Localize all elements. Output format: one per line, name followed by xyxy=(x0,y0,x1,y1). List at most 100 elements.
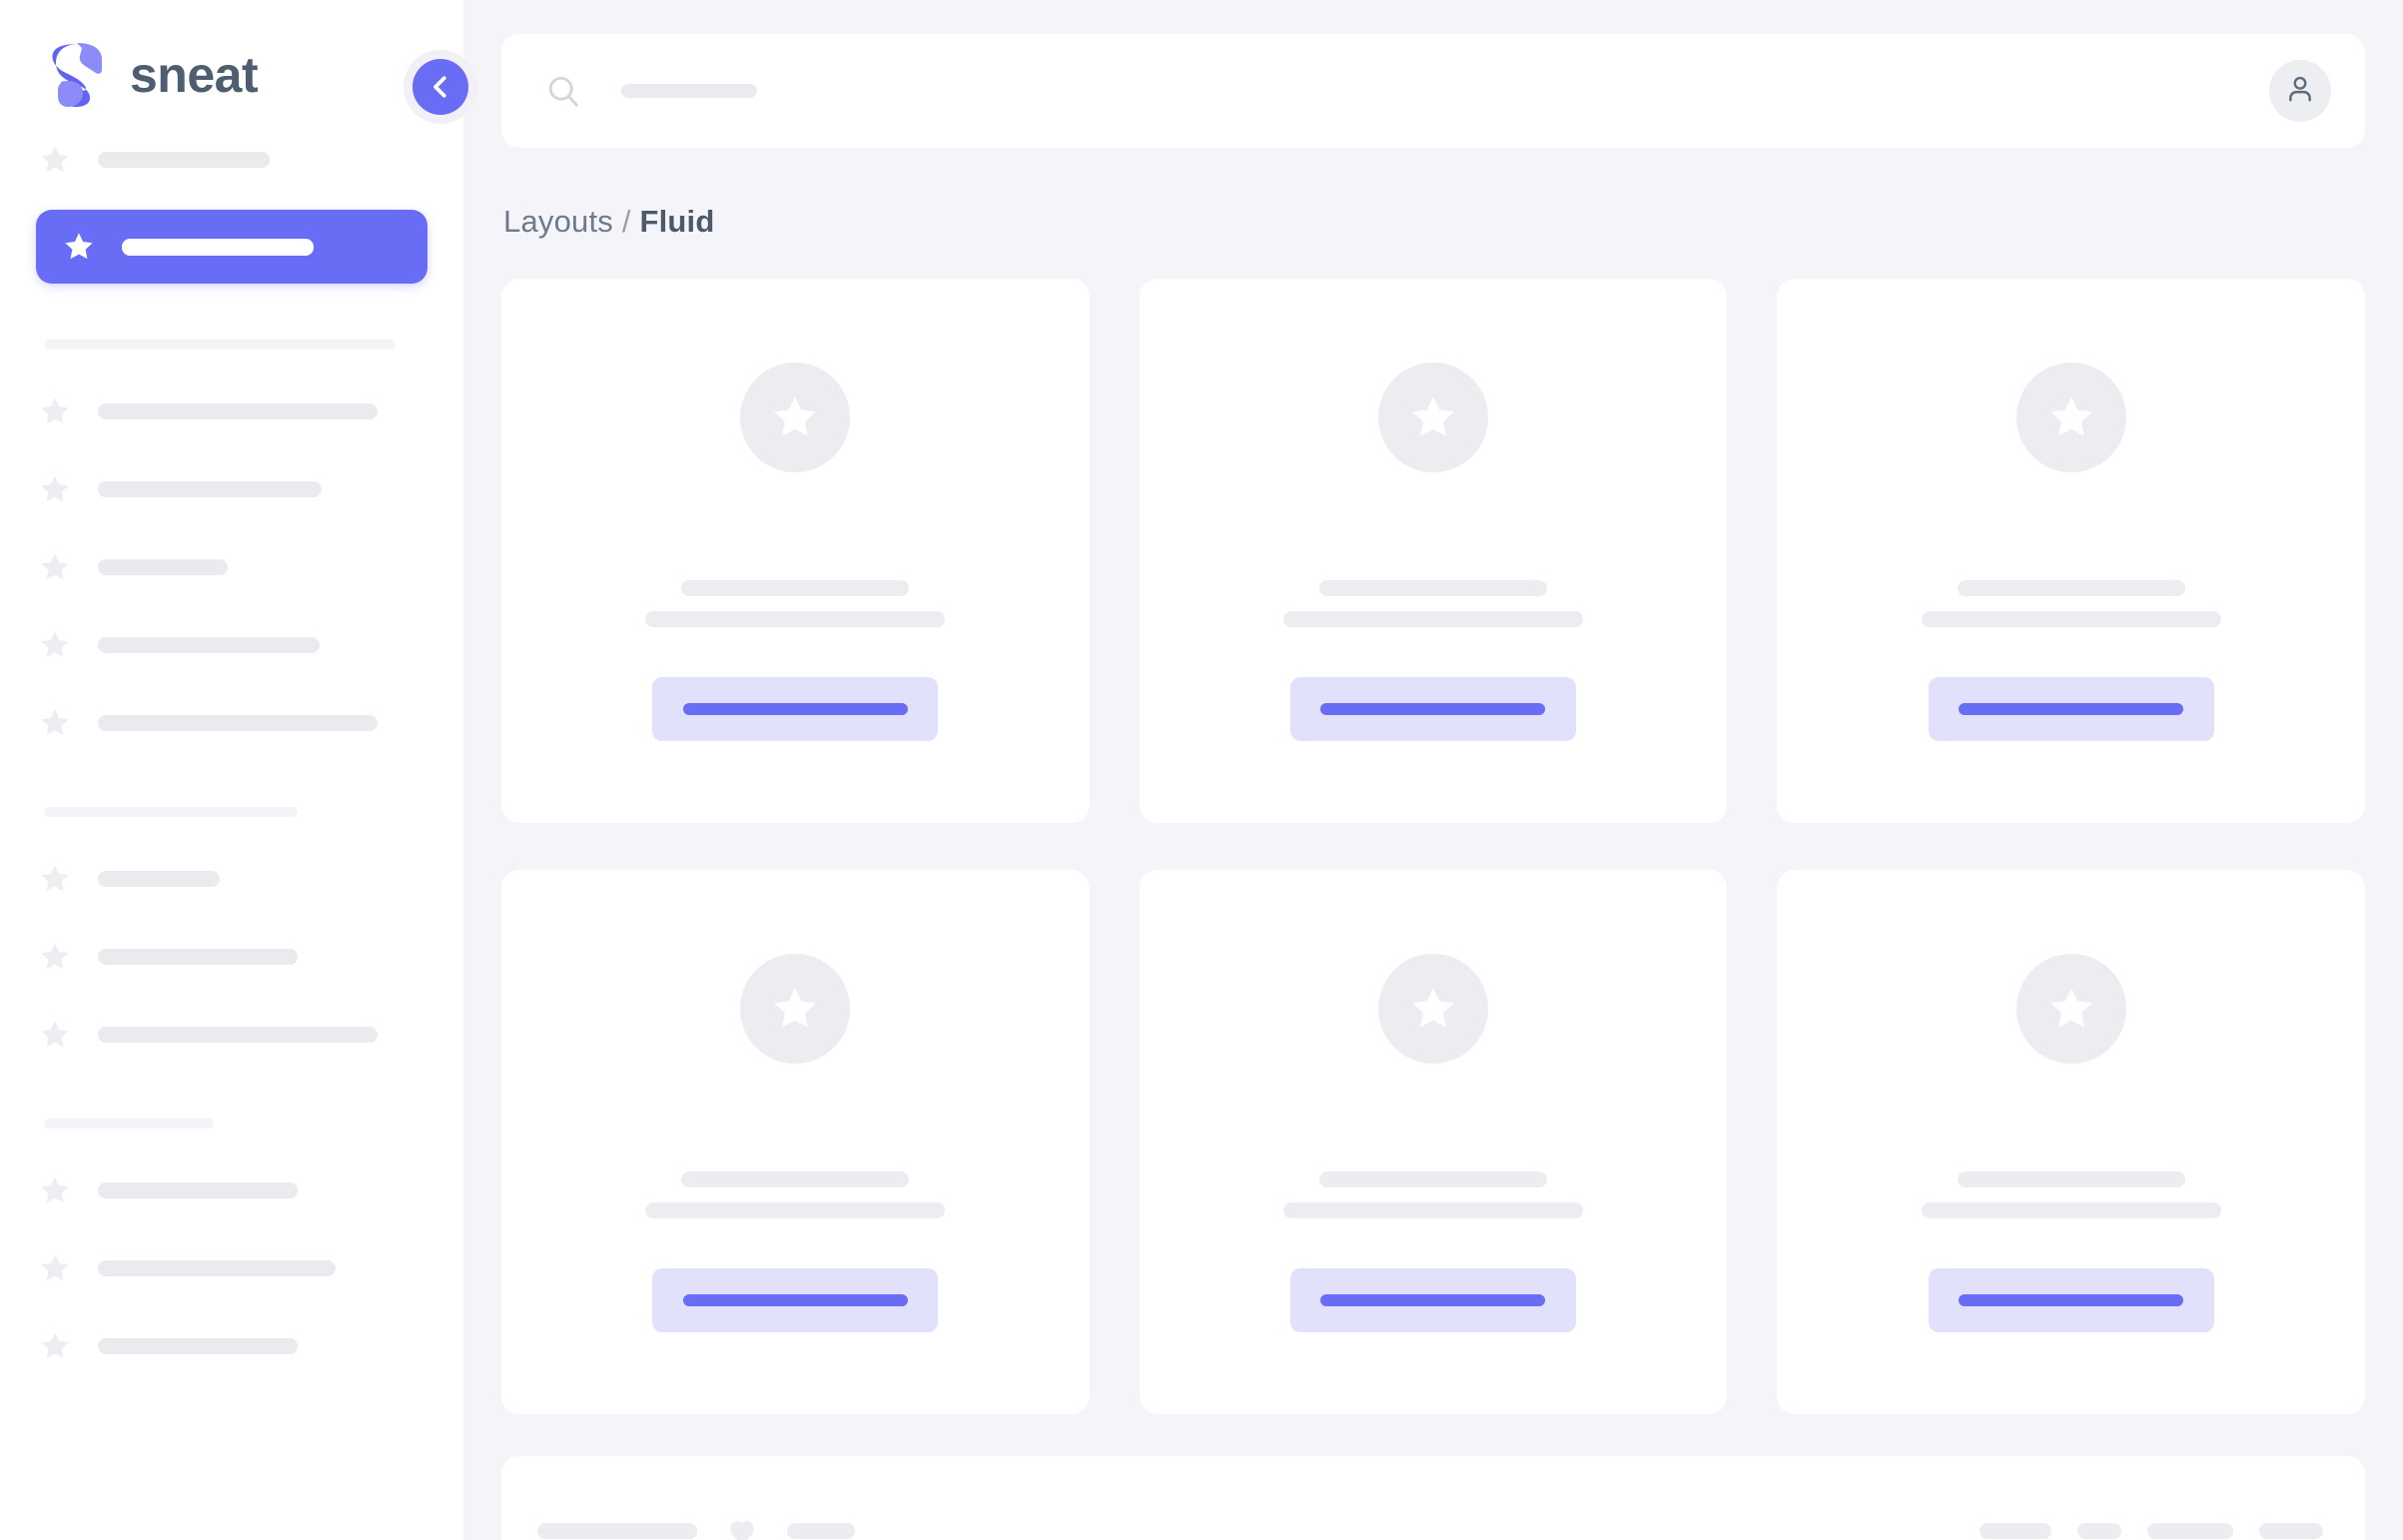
card-action-button[interactable] xyxy=(1928,1268,2214,1332)
footer-link[interactable] xyxy=(1980,1523,2051,1539)
sidebar-item-label xyxy=(98,481,322,497)
spacer xyxy=(0,1374,463,1396)
sidebar-item-0-1[interactable] xyxy=(36,210,427,284)
search-bar[interactable] xyxy=(545,73,2269,109)
sidebar-item-label xyxy=(98,1182,298,1198)
footer-links xyxy=(1980,1523,2323,1539)
sidebar-item-label xyxy=(98,1027,378,1043)
card-avatar xyxy=(740,954,851,1064)
sidebar-divider xyxy=(44,340,396,350)
breadcrumb: Layouts / Fluid xyxy=(503,206,2403,237)
card-subtitle xyxy=(645,611,946,627)
spacer xyxy=(0,985,463,1007)
star-icon xyxy=(38,550,72,584)
card-avatar xyxy=(2015,363,2126,472)
brand[interactable]: sneat xyxy=(0,0,463,108)
card-action-button-label xyxy=(1959,1294,2184,1306)
star-icon xyxy=(38,1329,72,1363)
star-icon xyxy=(38,940,72,974)
star-icon xyxy=(38,862,72,896)
search-input[interactable] xyxy=(621,84,757,98)
search-icon xyxy=(545,73,581,109)
spacer xyxy=(0,595,463,617)
sidebar-item-label xyxy=(98,152,270,168)
card-action-button[interactable] xyxy=(1289,1268,1576,1332)
star-icon xyxy=(38,1173,72,1207)
star-icon xyxy=(769,391,821,443)
page-footer xyxy=(501,1456,2365,1540)
star-icon xyxy=(769,983,821,1035)
breadcrumb-separator: / xyxy=(621,204,631,239)
sneat-s-logo-icon xyxy=(46,40,108,110)
user-avatar-icon xyxy=(2283,72,2317,111)
sidebar-item-3-0[interactable] xyxy=(36,1162,427,1218)
card-subtitle xyxy=(1282,1202,1583,1218)
card-title xyxy=(681,1171,910,1187)
breadcrumb-parent[interactable]: Layouts xyxy=(503,204,613,239)
heart-icon xyxy=(725,1514,759,1540)
card-action-button[interactable] xyxy=(1928,677,2214,741)
spacer xyxy=(0,907,463,929)
footer-left-group xyxy=(537,1514,855,1540)
top-navbar xyxy=(501,34,2365,148)
footer-link[interactable] xyxy=(2259,1523,2323,1539)
sidebar-item-1-3[interactable] xyxy=(36,617,427,673)
content-card xyxy=(1777,870,2365,1414)
breadcrumb-current: Fluid xyxy=(639,204,715,239)
footer-text xyxy=(787,1523,855,1539)
card-avatar xyxy=(1377,363,1488,472)
sidebar-divider xyxy=(44,1119,214,1129)
sidebar-item-1-4[interactable] xyxy=(36,695,427,751)
star-icon xyxy=(1407,983,1459,1035)
star-icon xyxy=(38,628,72,662)
avatar[interactable] xyxy=(2269,60,2331,122)
sidebar-item-1-0[interactable] xyxy=(36,384,427,439)
spacer xyxy=(0,284,463,306)
card-action-button[interactable] xyxy=(1289,677,1576,741)
star-icon xyxy=(38,1018,72,1052)
spacer xyxy=(0,1296,463,1318)
sidebar-item-label xyxy=(98,403,378,419)
sidebar: sneat xyxy=(0,0,477,1540)
content-card xyxy=(1139,870,1728,1414)
sidebar-item-label xyxy=(98,559,228,575)
star-icon xyxy=(2045,391,2097,443)
footer-link[interactable] xyxy=(2147,1523,2233,1539)
sidebar-collapse-toggle[interactable] xyxy=(403,50,477,124)
sidebar-item-0-0[interactable] xyxy=(36,132,427,188)
content-card xyxy=(501,279,1090,823)
card-avatar xyxy=(740,363,851,472)
sidebar-item-2-0[interactable] xyxy=(36,851,427,907)
sidebar-item-2-2[interactable] xyxy=(36,1007,427,1063)
sidebar-item-3-1[interactable] xyxy=(36,1240,427,1296)
footer-link[interactable] xyxy=(2077,1523,2121,1539)
sidebar-item-label xyxy=(98,637,320,653)
card-title xyxy=(1957,1171,2185,1187)
sidebar-item-label xyxy=(98,1338,298,1354)
spacer xyxy=(0,751,463,773)
content-card xyxy=(501,870,1090,1414)
sidebar-item-2-1[interactable] xyxy=(36,929,427,985)
star-icon xyxy=(38,472,72,506)
sidebar-item-1-1[interactable] xyxy=(36,461,427,517)
sidebar-item-1-2[interactable] xyxy=(36,539,427,595)
card-subtitle xyxy=(1921,611,2221,627)
spacer xyxy=(0,188,463,210)
sidebar-item-label xyxy=(98,715,378,731)
card-action-button[interactable] xyxy=(652,1268,939,1332)
card-avatar xyxy=(1377,954,1488,1064)
sidebar-item-3-2[interactable] xyxy=(36,1318,427,1374)
content-card xyxy=(1777,279,2365,823)
sidebar-item-label xyxy=(98,1260,336,1276)
sidebar-divider xyxy=(44,807,298,817)
content-area: Layouts / Fluid xyxy=(463,0,2403,1540)
card-action-button-label xyxy=(682,703,908,715)
star-icon xyxy=(38,394,72,428)
card-grid xyxy=(501,279,2365,1414)
card-action-button-label xyxy=(1320,1294,1546,1306)
card-title xyxy=(1318,1171,1547,1187)
sidebar-item-label xyxy=(122,238,314,256)
content-card xyxy=(1139,279,1728,823)
card-action-button[interactable] xyxy=(652,677,939,741)
